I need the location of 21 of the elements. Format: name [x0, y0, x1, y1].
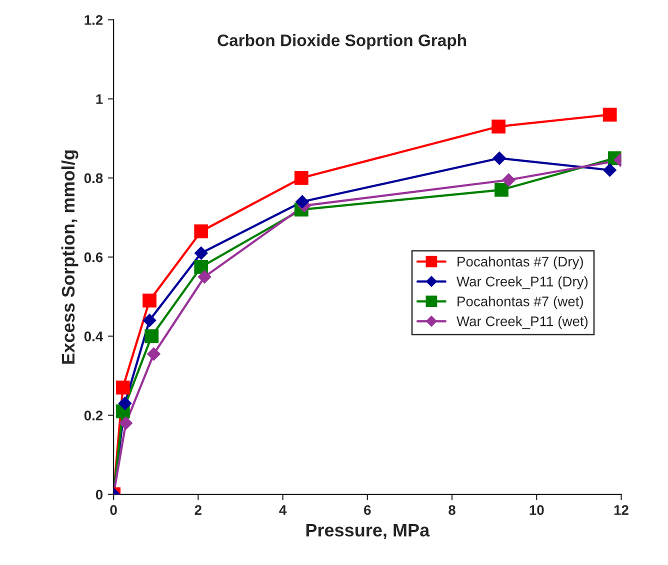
- legend-label: Pocahontas #7 (Dry): [458, 256, 583, 270]
- x-tick-label: 12: [614, 505, 628, 515]
- legend-label: War Creek_P11 (Dry): [456, 276, 588, 290]
- x-tick-label: 2: [194, 505, 202, 515]
- x-tick-label: 4: [279, 505, 287, 515]
- x-tick-label: 8: [448, 505, 456, 515]
- y-tick-label: 0: [96, 490, 103, 500]
- x-axis-title: Pressure, MPa: [306, 524, 430, 540]
- x-tick-label: 0: [110, 505, 117, 515]
- x-tick-label: 10: [530, 505, 544, 515]
- legend-label: War Creek_P11 (wet): [456, 316, 588, 329]
- y-tick-label: 1: [96, 94, 103, 104]
- y-tick-label: 1.2: [84, 15, 103, 25]
- x-tick-label: 6: [364, 505, 371, 515]
- y-tick-label: 0.4: [84, 332, 104, 342]
- y-axis-title: Excess Sorption, mmol/g: [61, 150, 78, 364]
- y-tick-label: 0.6: [84, 252, 103, 262]
- legend-label: Pocahontas #7 (wet): [458, 296, 583, 310]
- text: Carbon Dioxide Soprtion Graph: [218, 34, 466, 50]
- y-tick-label: 0.8: [84, 173, 103, 184]
- y-tick-label: 0.2: [84, 410, 103, 420]
